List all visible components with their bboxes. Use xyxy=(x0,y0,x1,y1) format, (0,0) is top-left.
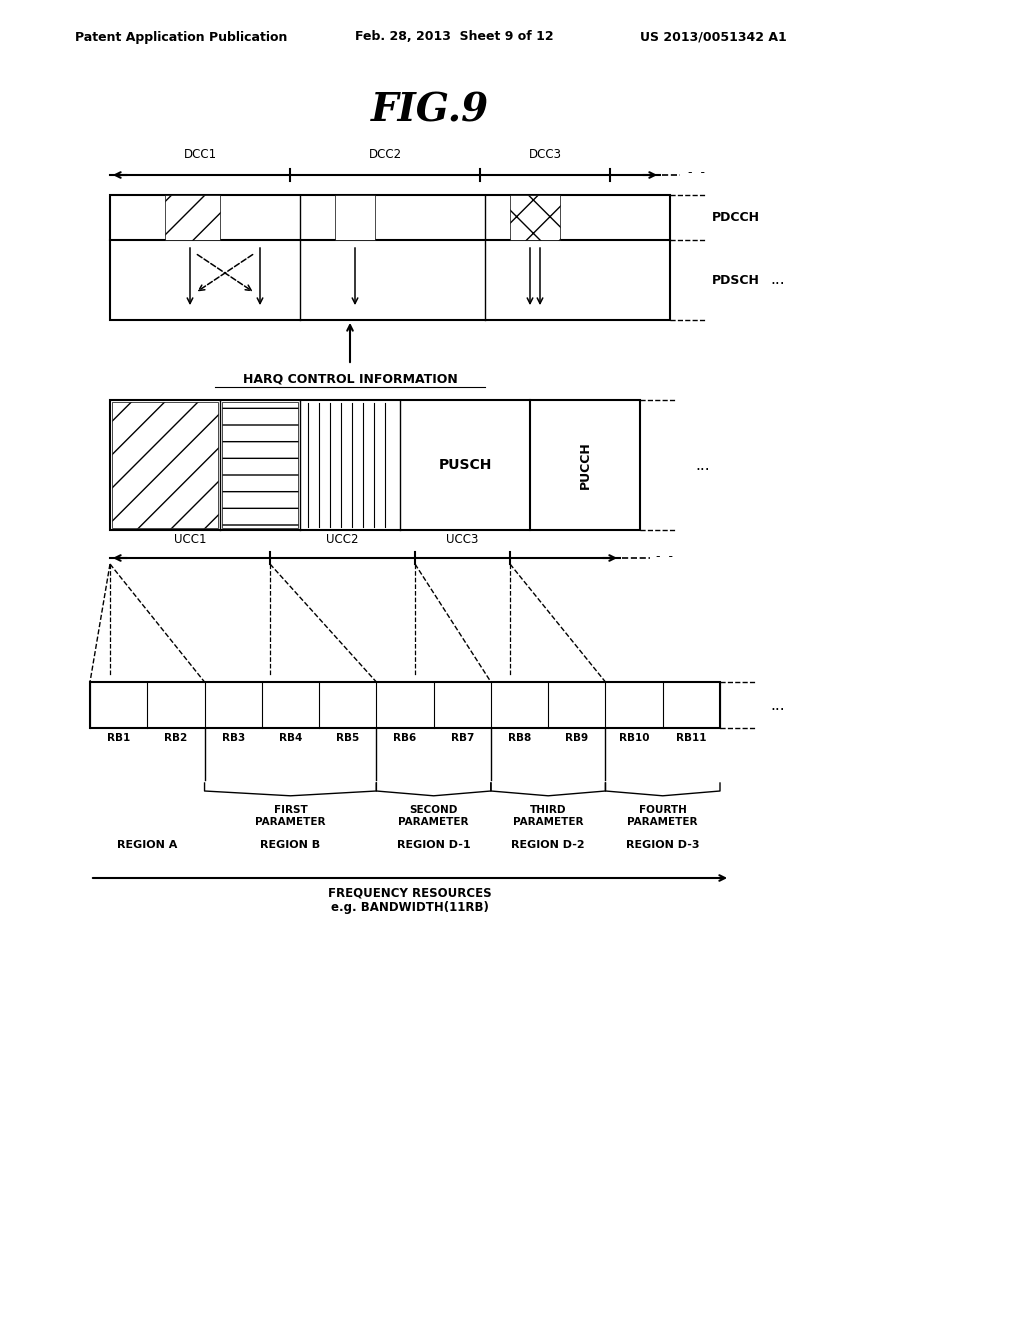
Text: REGION A: REGION A xyxy=(117,840,177,850)
Text: -  -: - - xyxy=(656,549,673,562)
Text: ...: ... xyxy=(695,458,710,473)
Text: DCC3: DCC3 xyxy=(528,148,561,161)
Text: PDSCH: PDSCH xyxy=(712,273,760,286)
Text: THIRD
PARAMETER: THIRD PARAMETER xyxy=(513,805,584,826)
Text: REGION D-2: REGION D-2 xyxy=(511,840,585,850)
Bar xyxy=(510,195,560,240)
Text: DCC2: DCC2 xyxy=(369,148,401,161)
Text: PUSCH: PUSCH xyxy=(438,458,492,473)
Text: Patent Application Publication: Patent Application Publication xyxy=(75,30,288,44)
Text: PDCCH: PDCCH xyxy=(712,211,760,224)
Text: SECOND
PARAMETER: SECOND PARAMETER xyxy=(398,805,469,826)
Text: US 2013/0051342 A1: US 2013/0051342 A1 xyxy=(640,30,786,44)
Text: FOURTH
PARAMETER: FOURTH PARAMETER xyxy=(628,805,698,826)
Text: FIG.9: FIG.9 xyxy=(371,91,489,129)
Text: RB3: RB3 xyxy=(221,733,245,743)
Text: RB1: RB1 xyxy=(108,733,130,743)
Bar xyxy=(110,400,640,531)
Text: -  -: - - xyxy=(688,166,705,180)
Text: PUCCH: PUCCH xyxy=(579,441,592,488)
Text: UCC1: UCC1 xyxy=(174,533,206,546)
Text: RB8: RB8 xyxy=(508,733,531,743)
Bar xyxy=(222,403,298,528)
Text: ...: ... xyxy=(770,272,784,288)
Text: RB7: RB7 xyxy=(451,733,474,743)
Text: ...: ... xyxy=(770,697,784,713)
Text: REGION D-1: REGION D-1 xyxy=(397,840,470,850)
Text: RB4: RB4 xyxy=(279,733,302,743)
Text: REGION B: REGION B xyxy=(260,840,321,850)
Text: HARQ CONTROL INFORMATION: HARQ CONTROL INFORMATION xyxy=(243,374,458,385)
Text: RB11: RB11 xyxy=(676,733,707,743)
Text: RB6: RB6 xyxy=(393,733,417,743)
Text: RB10: RB10 xyxy=(618,733,649,743)
Text: FREQUENCY RESOURCES
e.g. BANDWIDTH(11RB): FREQUENCY RESOURCES e.g. BANDWIDTH(11RB) xyxy=(328,886,492,913)
Bar xyxy=(335,195,375,240)
Text: REGION D-3: REGION D-3 xyxy=(626,840,699,850)
Bar xyxy=(165,195,220,240)
Text: UCC2: UCC2 xyxy=(327,533,358,546)
Text: RB2: RB2 xyxy=(164,733,187,743)
Text: RB5: RB5 xyxy=(336,733,359,743)
Bar xyxy=(112,403,218,528)
Text: UCC3: UCC3 xyxy=(446,533,478,546)
Text: Feb. 28, 2013  Sheet 9 of 12: Feb. 28, 2013 Sheet 9 of 12 xyxy=(355,30,554,44)
Text: DCC1: DCC1 xyxy=(183,148,216,161)
Bar xyxy=(90,682,720,729)
Bar xyxy=(110,195,670,319)
Text: FIRST
PARAMETER: FIRST PARAMETER xyxy=(255,805,326,826)
Text: RB9: RB9 xyxy=(565,733,589,743)
